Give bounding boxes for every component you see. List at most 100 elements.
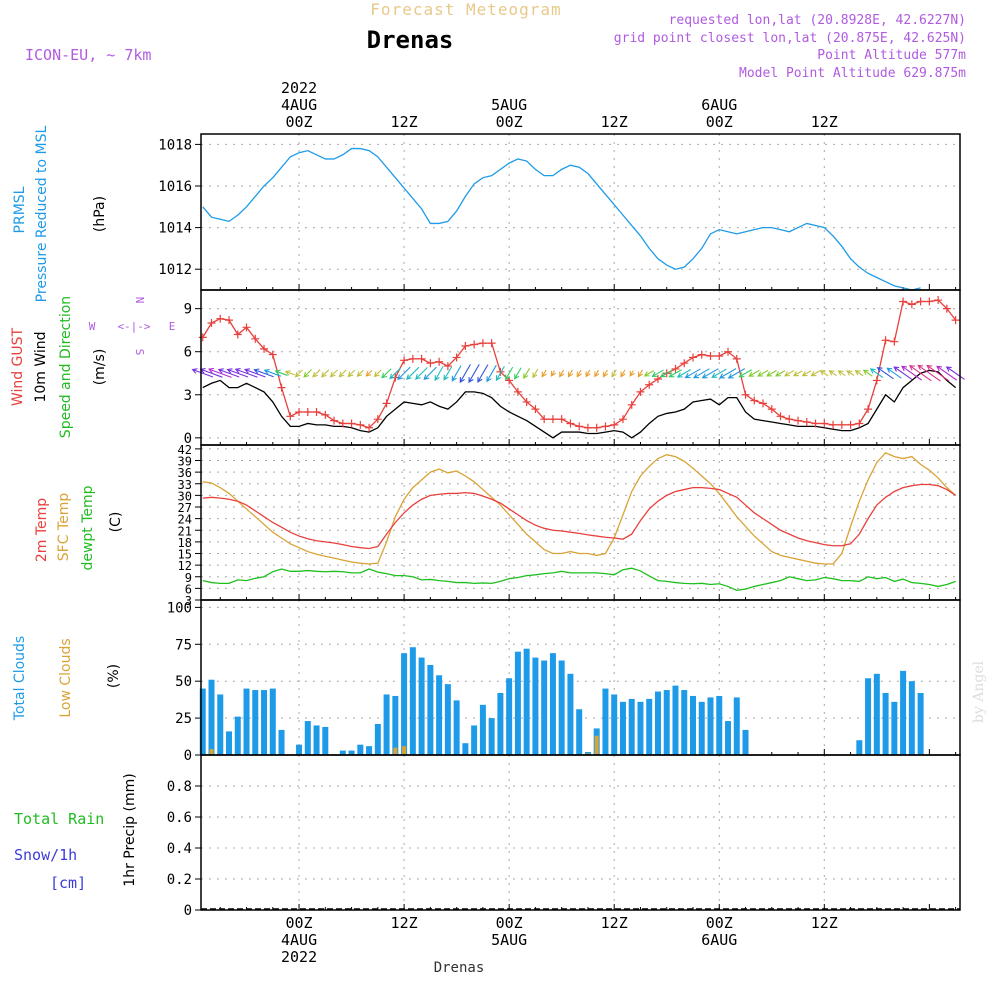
wind-direction-arrow — [945, 366, 965, 380]
wind-gust-point — [330, 416, 339, 425]
bottom-time-label: 00Z — [706, 914, 733, 932]
temp-unit: (C) — [108, 512, 124, 533]
panel-frame-pressure — [200, 133, 961, 291]
wind-gust-point — [890, 337, 899, 346]
total-cloud-bar — [654, 691, 661, 755]
total-cloud-bar — [322, 726, 329, 755]
wind-gust-point — [951, 316, 960, 325]
total-cloud-bar — [304, 721, 311, 755]
wind-gust-point — [881, 336, 890, 345]
wind-gust-point — [373, 415, 382, 424]
wind-direction-arrow — [801, 370, 812, 377]
wind-gust-point — [811, 419, 820, 428]
wind-direction-arrow — [738, 369, 752, 378]
wind-gust-point — [592, 423, 601, 432]
pressure-unit: (hPa) — [92, 196, 108, 232]
total-cloud-bar — [462, 743, 469, 755]
total-cloud-bar — [366, 746, 373, 755]
temp-sfc-label: SFC Temp — [56, 493, 72, 562]
bottom-time-label: 00Z — [286, 914, 313, 932]
total-cloud-bar — [558, 660, 565, 755]
wind-gust-point — [408, 354, 417, 363]
bottom-location-label: Drenas — [434, 960, 485, 976]
total-cloud-bar — [479, 704, 486, 755]
low-cloud-bar — [209, 749, 214, 755]
top-time-label: 00Z — [496, 113, 523, 131]
wind-direction-arrow — [748, 369, 760, 377]
top-time-label: 2022 — [281, 79, 317, 97]
wind-gust-point — [785, 415, 794, 424]
top-time-label: 12Z — [811, 113, 838, 131]
wind-direction-arrow — [727, 368, 746, 379]
total-rain-label: Total Rain — [14, 810, 104, 828]
total-cloud-bar — [689, 695, 696, 755]
wind-direction-arrow — [312, 369, 321, 378]
wind-gust-point — [794, 416, 803, 425]
wind-gust-point — [295, 407, 304, 416]
pressure-line — [202, 147, 921, 291]
wind-gust-point — [776, 412, 785, 421]
wind-direction-arrow — [423, 366, 437, 381]
wind-direction-arrow — [893, 366, 913, 380]
ytick-label-precip: 0.2 — [167, 872, 192, 888]
ytick-label-clouds: 75 — [175, 637, 192, 653]
total-cloud-bar — [865, 678, 872, 755]
total-cloud-bar — [427, 664, 434, 755]
wind-direction-arrow — [459, 364, 471, 384]
ytick-label-wind: 9 — [184, 302, 192, 318]
ytick-label-clouds: 50 — [175, 674, 192, 690]
wind-direction-arrow — [651, 369, 664, 378]
total-cloud-bar — [541, 660, 548, 755]
wind-gust-point — [522, 397, 531, 406]
total-cloud-bar — [663, 690, 670, 755]
ytick-label-pressure: 1014 — [158, 221, 192, 237]
bottom-time-label: 00Z — [496, 914, 523, 932]
wind-gust-point — [715, 352, 724, 361]
wind-direction-arrow — [559, 369, 565, 378]
wind-direction-arrow — [217, 368, 240, 378]
wind-direction-arrow — [926, 364, 950, 382]
wind-gust-point — [618, 415, 627, 424]
wind-direction-arrow — [757, 369, 769, 377]
wind-unit: (m/s) — [92, 349, 108, 386]
wind-speed-line — [202, 369, 957, 439]
wind-direction-arrow — [643, 370, 655, 377]
low-clouds-label: Low Clouds — [58, 638, 74, 717]
bottom-time-label: 6AUG — [701, 931, 737, 949]
total-cloud-bar — [681, 690, 688, 755]
total-cloud-bar — [497, 693, 504, 755]
wind-gust-point — [575, 422, 584, 431]
wind-direction-arrow — [253, 368, 274, 378]
wind-gust-point — [286, 412, 295, 421]
wind-direction-arrow — [659, 369, 673, 378]
total-cloud-bar — [725, 721, 732, 755]
wind-gust-point — [452, 353, 461, 362]
precip-unit: 1hr Precip (mm) — [122, 773, 138, 886]
total-cloud-bar — [471, 725, 478, 755]
wind-direction-arrow — [876, 366, 894, 380]
location-title: Drenas — [367, 26, 454, 54]
wind-direction-arrow — [406, 366, 420, 380]
total-cloud-bar — [409, 647, 416, 755]
wind-gust-point — [426, 359, 435, 368]
wind-direction-arrow — [381, 368, 392, 379]
total-cloud-bar — [576, 709, 583, 755]
wind-direction-arrow — [523, 368, 530, 380]
ytick-label-precip: 0.6 — [167, 810, 192, 826]
ytick-label-precip: 0 — [184, 903, 192, 919]
total-cloud-bar — [313, 725, 320, 755]
wind-gust-point — [198, 333, 207, 342]
wind-gust-point — [566, 419, 575, 428]
top-time-label: 00Z — [706, 113, 733, 131]
wind-direction-arrow — [294, 369, 303, 378]
total-cloud-bar — [261, 690, 268, 755]
wind-gust-point — [478, 339, 487, 348]
total-cloud-bar — [374, 724, 381, 755]
total-cloud-bar — [532, 657, 539, 755]
wind-gust-point — [277, 383, 286, 392]
temp-dew-label: dewpt Temp — [80, 485, 96, 570]
wind-direction-arrow — [274, 369, 288, 376]
wind-direction-arrow — [701, 368, 719, 379]
dewpt-temp-line — [202, 567, 956, 591]
wind-gust-point — [540, 415, 549, 424]
